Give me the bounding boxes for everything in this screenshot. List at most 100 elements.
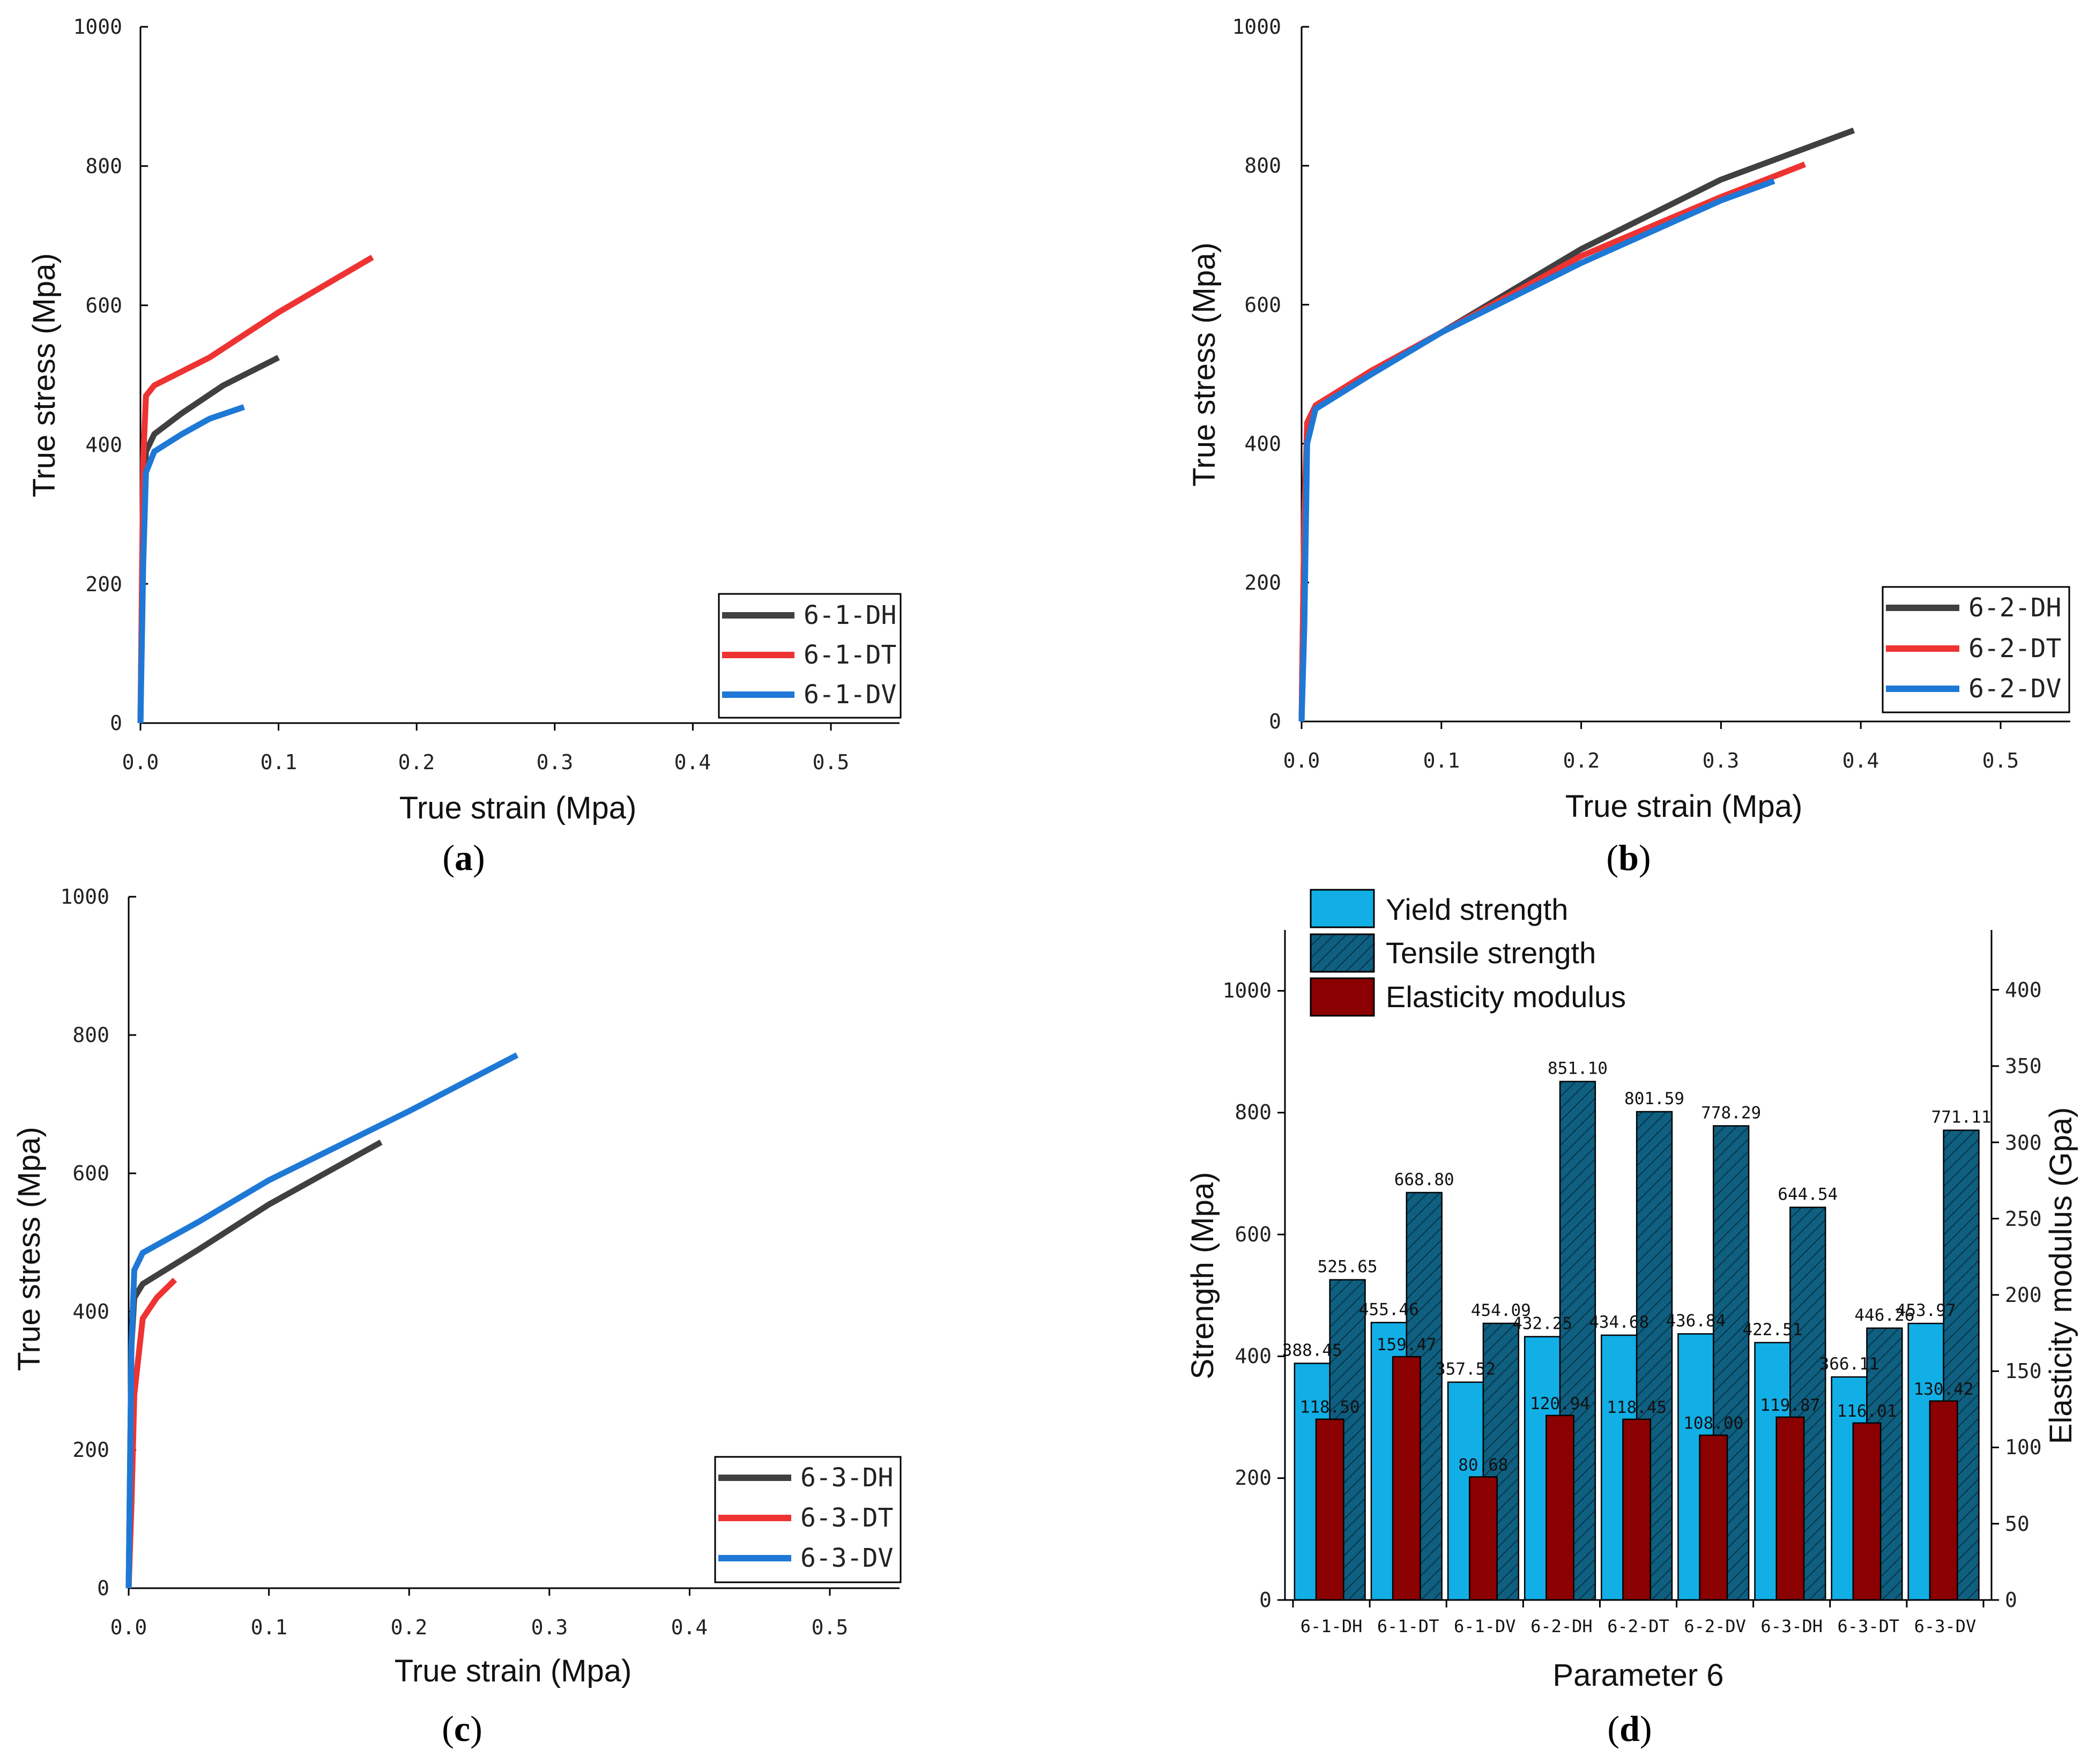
series-line-6-2-DH	[1298, 127, 1855, 722]
category-label: 6-2-DV	[1684, 1616, 1746, 1636]
y-tick-label: 400	[1244, 432, 1281, 456]
value-label-modulus: 159.47	[1377, 1335, 1437, 1354]
y-tick-label: 800	[1235, 1100, 1272, 1124]
y-axis-title: True stress (Mpa)	[12, 1127, 47, 1371]
y2-tick-label: 250	[2005, 1207, 2042, 1231]
series-line-6-3-DH	[125, 1140, 383, 1589]
y2-tick-label: 150	[2005, 1359, 2042, 1383]
legend-swatch-yield	[1310, 889, 1375, 928]
value-label-yield: 436.84	[1666, 1312, 1726, 1331]
value-label-tensile: 771.11	[1931, 1108, 1992, 1127]
value-label-tensile: 644.54	[1778, 1185, 1838, 1204]
y-tick-label: 400	[85, 433, 122, 457]
legend-label-dv: 6-1-DV	[804, 680, 896, 710]
value-label-modulus: 120.94	[1530, 1394, 1590, 1413]
y-tick-label: 400	[72, 1300, 109, 1323]
panel-c-series	[125, 896, 831, 1596]
panel-b-xticks: 0.0 0.1 0.2 0.3 0.4 0.5	[1283, 749, 2019, 772]
bar-modulus-6-3-DH	[1775, 1416, 1805, 1601]
y-tick-label: 800	[72, 1023, 109, 1047]
panel-b: 0 200 400 600 800 1000 0.0 0.1 0.2 0.3 0…	[1187, 15, 2070, 878]
y2-tick-label: 100	[2005, 1435, 2042, 1459]
y-axis-title: True stress (Mpa)	[27, 253, 62, 497]
y-tick-label: 0	[1269, 710, 1281, 733]
x-axis-title: True strain (Mpa)	[395, 1654, 632, 1688]
panel-a-xticks: 0.0 0.1 0.2 0.3 0.4 0.5	[122, 750, 850, 774]
legend-label-yield: Yield strength	[1386, 892, 1568, 926]
bar-modulus-6-2-DV	[1699, 1434, 1728, 1601]
y-tick-label: 0	[1259, 1588, 1272, 1612]
y2-tick-label: 400	[2005, 978, 2042, 1002]
category-label: 6-1-DV	[1454, 1616, 1516, 1636]
y-tick-label: 0	[110, 711, 122, 735]
panel-label: (a)	[442, 837, 485, 878]
y-tick-label: 1000	[1232, 15, 1281, 39]
y-axis-title: Strength (Mpa)	[1185, 1172, 1220, 1380]
value-label-yield: 357.52	[1436, 1360, 1496, 1379]
value-label-yield: 453.97	[1896, 1301, 1956, 1320]
y-tick-label: 400	[1235, 1344, 1272, 1368]
value-label-yield: 388.45	[1282, 1341, 1342, 1360]
panel-d-categories: 6-1-DH 6-1-DT 6-1-DV 6-2-DH 6-2-DT 6-2-DV 6-3-…	[1301, 1616, 1976, 1636]
y-tick-label: 600	[72, 1162, 109, 1185]
value-label-modulus: 118.45	[1607, 1398, 1667, 1417]
value-label-tensile: 778.29	[1701, 1103, 1761, 1122]
legend: 6-2-DH 6-2-DT 6-2-DV	[1882, 586, 2070, 713]
legend-label-dh: 6-2-DH	[1968, 593, 2061, 623]
category-label: 6-3-DT	[1838, 1616, 1900, 1636]
x-tick-label: 0.3	[537, 750, 574, 774]
category-label: 6-3-DV	[1914, 1616, 1976, 1636]
y-tick-label: 600	[1235, 1223, 1272, 1246]
panel-label: (d)	[1607, 1708, 1652, 1749]
x-tick-label: 0.2	[391, 1616, 428, 1639]
y2-tick-label: 350	[2005, 1054, 2042, 1078]
panel-b-series	[1298, 26, 2002, 729]
value-label-modulus: 80.68	[1458, 1455, 1508, 1475]
legend-label-dh: 6-1-DH	[804, 600, 896, 630]
legend-label-modulus: Elasticity modulus	[1386, 980, 1626, 1014]
value-label-modulus: 119.87	[1760, 1396, 1820, 1415]
y2-axis-title: Elasticity modulus (Gpa)	[2044, 1107, 2078, 1445]
y-tick-label: 1000	[1222, 979, 1272, 1002]
series-line-6-1-DV	[137, 404, 245, 724]
x-tick-label: 0.2	[398, 750, 435, 774]
x-tick-label: 0.4	[671, 1616, 708, 1639]
panel-label: (b)	[1606, 837, 1651, 878]
x-tick-label: 0.3	[531, 1616, 568, 1639]
value-label-yield: 366.11	[1819, 1354, 1879, 1374]
legend-label-dt: 6-2-DT	[1968, 634, 2061, 664]
y-tick-label: 200	[1235, 1466, 1272, 1490]
bar-modulus-6-2-DT	[1622, 1418, 1652, 1601]
x-tick-label: 0.1	[261, 750, 298, 774]
series-line-6-2-DT	[1298, 161, 1806, 722]
value-label-tensile: 446.26	[1854, 1306, 1914, 1325]
x-tick-label: 0.5	[812, 1616, 849, 1639]
y-tick-label: 1000	[60, 885, 109, 909]
panel-d-yticks: 0 200 400 600 800 1000	[1222, 979, 1272, 1612]
y-tick-label: 1000	[73, 15, 122, 39]
y-tick-label: 200	[85, 572, 122, 596]
legend-label-dv: 6-3-DV	[800, 1543, 893, 1573]
value-label-modulus: 118.50	[1300, 1398, 1360, 1417]
legend: Yield strength Tensile strength Elastici…	[1310, 889, 1626, 1017]
bar-modulus-6-1-DH	[1315, 1418, 1344, 1601]
panel-a: 0 200 400 600 800 1000 0.0 0.1 0.2 0.3 0…	[27, 15, 902, 878]
legend: 6-3-DH 6-3-DT 6-3-DV	[714, 1456, 902, 1583]
x-tick-label: 0.5	[1982, 749, 2019, 772]
panel-c-xticks: 0.0 0.1 0.2 0.3 0.4 0.5	[110, 1616, 849, 1639]
series-line-6-1-DT	[137, 255, 374, 724]
x-tick-label: 0.4	[1842, 749, 1879, 772]
x-axis-title: Parameter 6	[1552, 1658, 1723, 1693]
value-label-tensile: 801.59	[1624, 1089, 1684, 1108]
y-tick-label: 600	[85, 294, 122, 317]
value-label-tensile: 668.80	[1394, 1170, 1454, 1189]
x-axis-title: True strain (Mpa)	[399, 791, 637, 825]
panel-label: (c)	[442, 1708, 482, 1749]
y2-tick-label: 200	[2005, 1283, 2042, 1307]
category-label: 6-3-DH	[1760, 1616, 1823, 1636]
legend: 6-1-DH 6-1-DT 6-1-DV	[718, 593, 902, 719]
x-tick-label: 0.0	[122, 750, 159, 774]
category-label: 6-1-DH	[1301, 1616, 1363, 1636]
x-tick-label: 0.0	[110, 1616, 147, 1639]
legend-swatch-modulus	[1310, 977, 1375, 1017]
